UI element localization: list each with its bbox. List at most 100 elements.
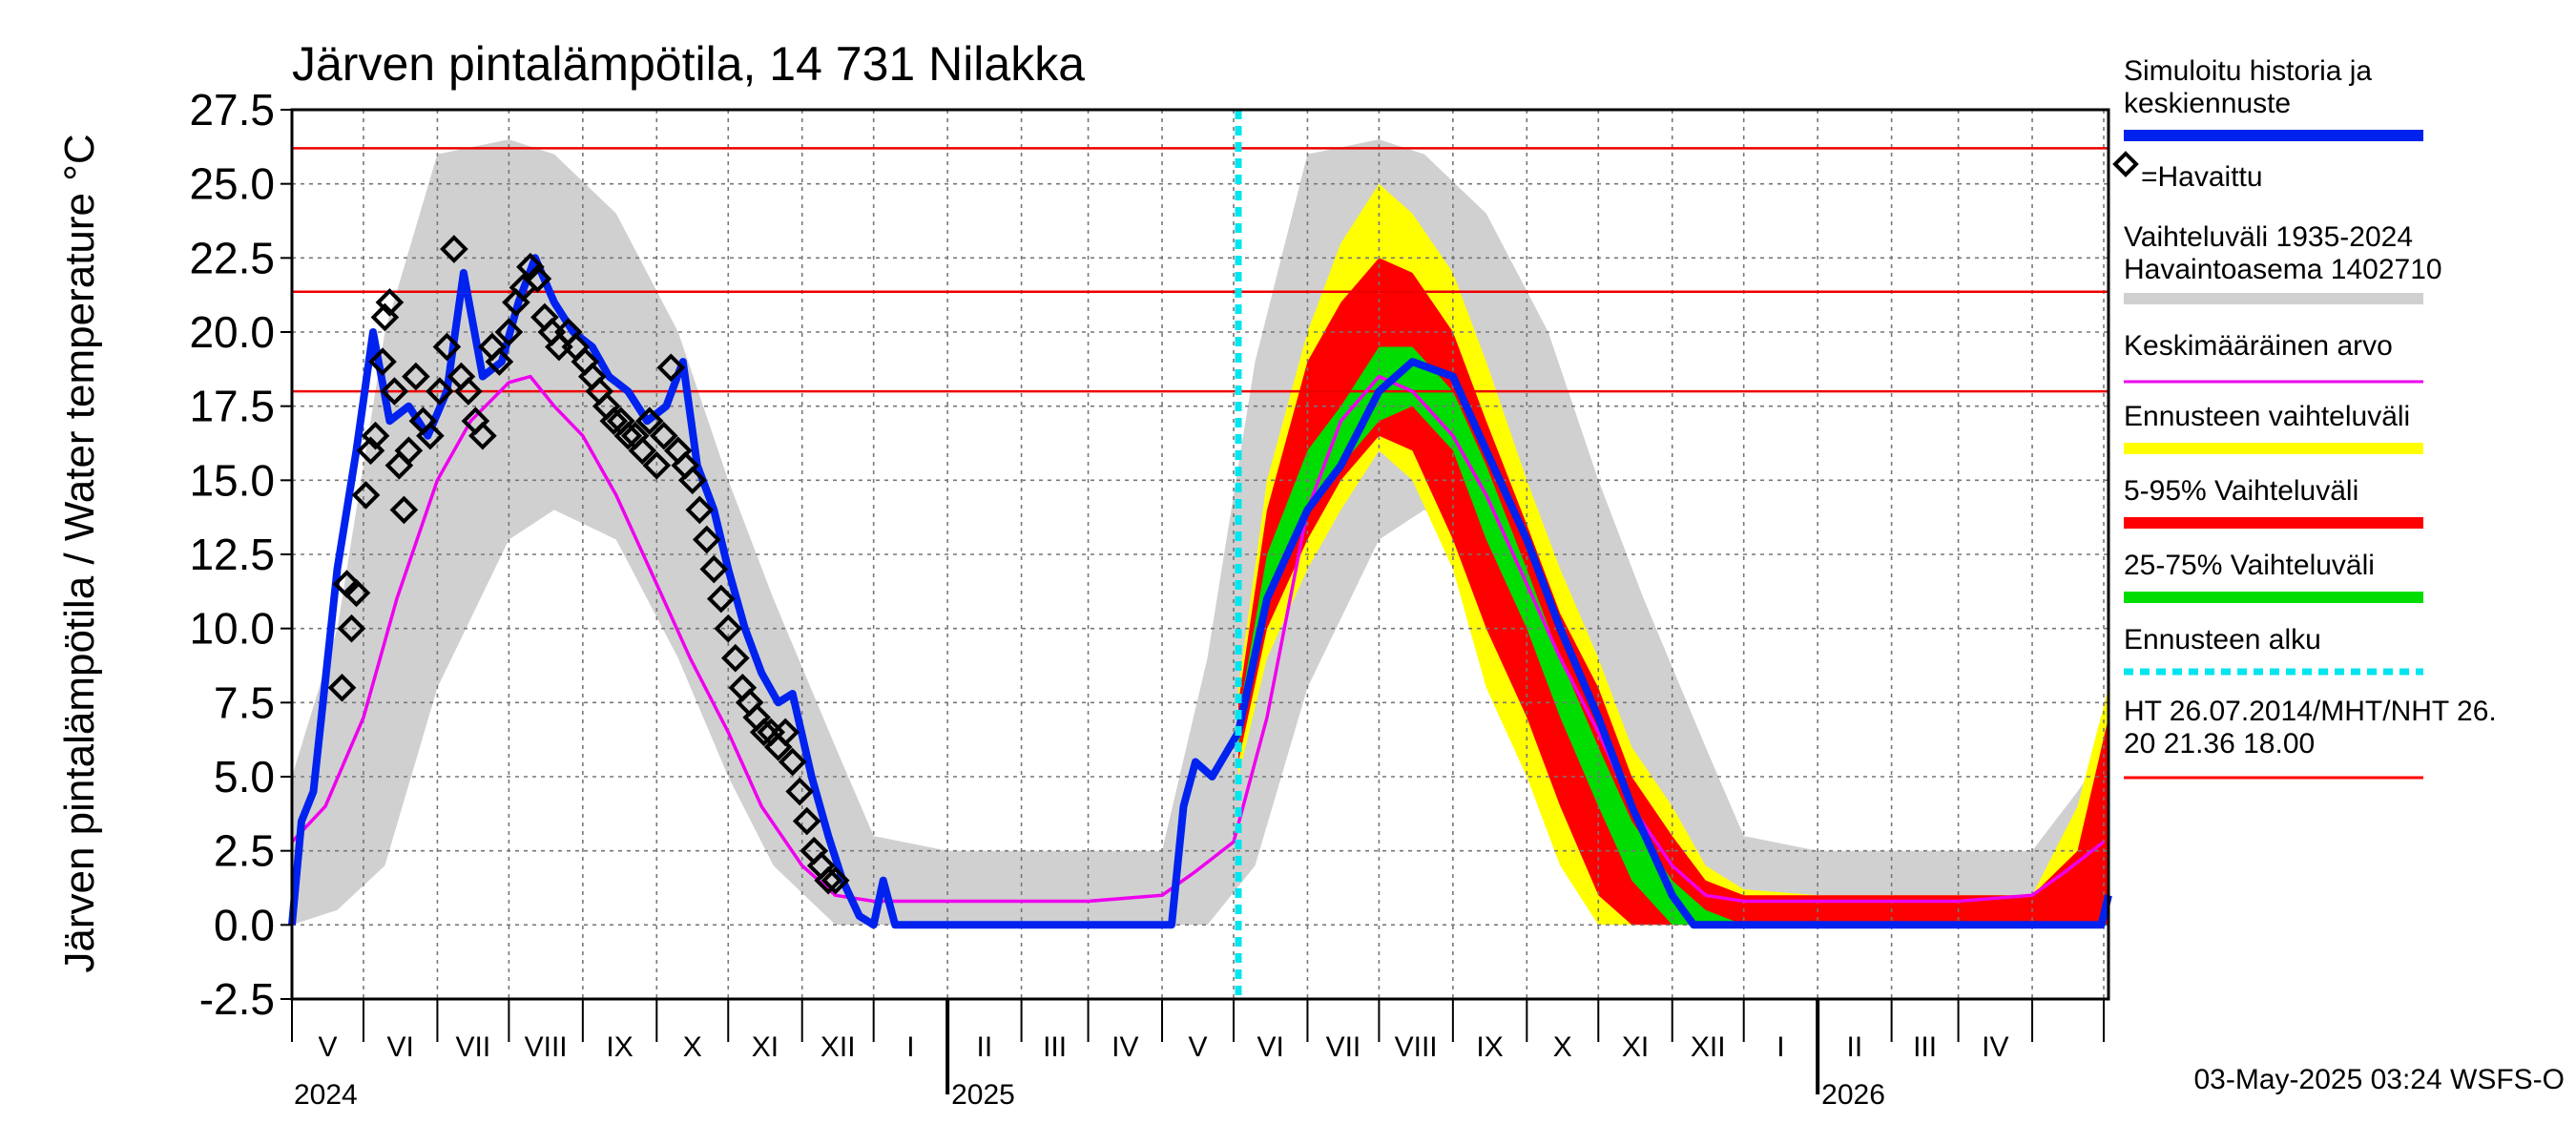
footer-timestamp: 03-May-2025 03:24 WSFS-O: [2194, 1064, 2566, 1095]
month-label: XI: [1622, 1031, 1649, 1063]
observed-point: [714, 614, 743, 643]
observed-point: [342, 578, 371, 608]
month-label: III: [1043, 1031, 1067, 1063]
observed-point: [749, 718, 779, 747]
month-label: III: [1913, 1031, 1937, 1063]
observed-point: [814, 865, 843, 895]
observed-point: [375, 288, 405, 317]
legend-label: Simuloitu historia ja: [2124, 55, 2372, 87]
y-tick-label: 2.5: [214, 826, 275, 876]
observed-point: [821, 865, 850, 895]
month-label: VI: [1257, 1031, 1284, 1063]
observed-point: [613, 421, 643, 450]
markers-layer: [327, 235, 850, 895]
legend-item-2: Vaihteluväli 1935-2024 Havaintoasema 140…: [2124, 221, 2442, 304]
y-tick-label: 27.5: [189, 85, 275, 135]
month-label: VIII: [1395, 1031, 1438, 1063]
reference-lines-layer: [292, 147, 2109, 393]
observed-point: [523, 264, 552, 293]
observed-point: [771, 718, 800, 747]
observed-point: [485, 347, 514, 376]
y-axis-label: Järven pintalämpötila / Water temperatur…: [56, 134, 103, 972]
observed-point: [494, 318, 524, 346]
observed-point: [440, 235, 468, 263]
band-0: [292, 139, 2109, 926]
observed-point: [368, 347, 397, 376]
y-tick-label: 12.5: [189, 530, 275, 579]
month-label: IV: [1982, 1031, 2008, 1063]
observed-point: [692, 525, 721, 554]
y-tick-label: 0.0: [214, 900, 275, 949]
legend-label: Ennusteen alku: [2124, 624, 2321, 656]
month-label: I: [906, 1031, 914, 1063]
observed-point: [778, 747, 807, 777]
observed-point: [785, 777, 815, 806]
y-tick-label: -2.5: [199, 974, 275, 1024]
month-label: X: [1553, 1031, 1572, 1063]
month-label: IV: [1111, 1031, 1138, 1063]
month-label: XII: [821, 1031, 856, 1063]
year-label: 2026: [1821, 1079, 1885, 1111]
month-label: IX: [1476, 1031, 1503, 1063]
observed-point: [720, 643, 750, 673]
observed-point: [361, 421, 390, 450]
chart-title: Järven pintalämpötila, 14 731 Nilakka: [292, 37, 1085, 91]
month-label: VI: [387, 1031, 414, 1063]
observed-point: [677, 466, 707, 495]
y-tick-label: 15.0: [189, 455, 275, 505]
observed-point: [416, 421, 445, 450]
legend-marker-diamond: [2112, 151, 2139, 177]
legend-item-5: 5-95% Vaihteluväli: [2124, 475, 2423, 529]
axes-layer: -2.5 0.0 2.5 5.0 7.5 10.0 12.5 15.0 17.5 20.0 22.5…: [189, 85, 2106, 1111]
month-label: IX: [606, 1031, 633, 1063]
legend-label: 5-95% Vaihteluväli: [2124, 475, 2358, 507]
observed-point: [516, 252, 545, 281]
legend-item-3: Keskimääräinen arvo: [2124, 330, 2423, 384]
observed-point: [337, 614, 366, 643]
observed-point: [792, 806, 821, 836]
observed-point: [699, 554, 729, 584]
month-label: XII: [1691, 1031, 1726, 1063]
y-tick-label: 7.5: [214, 677, 275, 727]
observed-point: [649, 421, 678, 450]
month-label: V: [1188, 1031, 1207, 1063]
y-tick-label: 17.5: [189, 382, 275, 431]
legend-item-4: Ennusteen vaihteluväli: [2124, 401, 2423, 454]
month-label: V: [318, 1031, 337, 1063]
legend-label: Vaihteluväli 1935-2024: [2124, 221, 2413, 253]
legend-label: Keskimääräinen arvo: [2124, 330, 2393, 362]
observed-point: [327, 673, 357, 702]
month-label: XI: [752, 1031, 779, 1063]
year-label: 2024: [294, 1079, 358, 1111]
legend-item-1: =Havaittu: [2112, 151, 2263, 193]
legend-label: 20 21.36 18.00: [2124, 728, 2315, 760]
observed-point: [426, 377, 454, 406]
y-tick-label: 10.0: [189, 604, 275, 654]
month-label: VIII: [525, 1031, 568, 1063]
y-tick-label: 25.0: [189, 159, 275, 209]
series-layer: [288, 254, 2112, 929]
observed-point: [642, 450, 672, 480]
observed-point: [706, 584, 736, 614]
observed-point: [389, 495, 419, 525]
y-tick-label: 20.0: [189, 307, 275, 357]
bands-layer: [292, 139, 2109, 926]
legend-label: Havaintoasema 1402710: [2124, 254, 2442, 285]
legend-label: =Havaittu: [2141, 161, 2263, 193]
observed-point: [656, 353, 686, 383]
observed-point: [634, 406, 664, 436]
month-label: II: [977, 1031, 993, 1063]
month-label: II: [1847, 1031, 1863, 1063]
legend-label: keskiennuste: [2124, 88, 2291, 119]
legend-item-6: 25-75% Vaihteluväli: [2124, 550, 2423, 603]
observed-point: [394, 436, 424, 466]
month-label: VII: [1326, 1031, 1361, 1063]
y-tick-label: 22.5: [189, 233, 275, 282]
observed-point: [468, 421, 497, 450]
legend-item-8: HT 26.07.2014/MHT/NHT 26.20 21.36 18.00: [2124, 696, 2497, 780]
month-label: X: [683, 1031, 702, 1063]
observed-point: [628, 436, 657, 466]
